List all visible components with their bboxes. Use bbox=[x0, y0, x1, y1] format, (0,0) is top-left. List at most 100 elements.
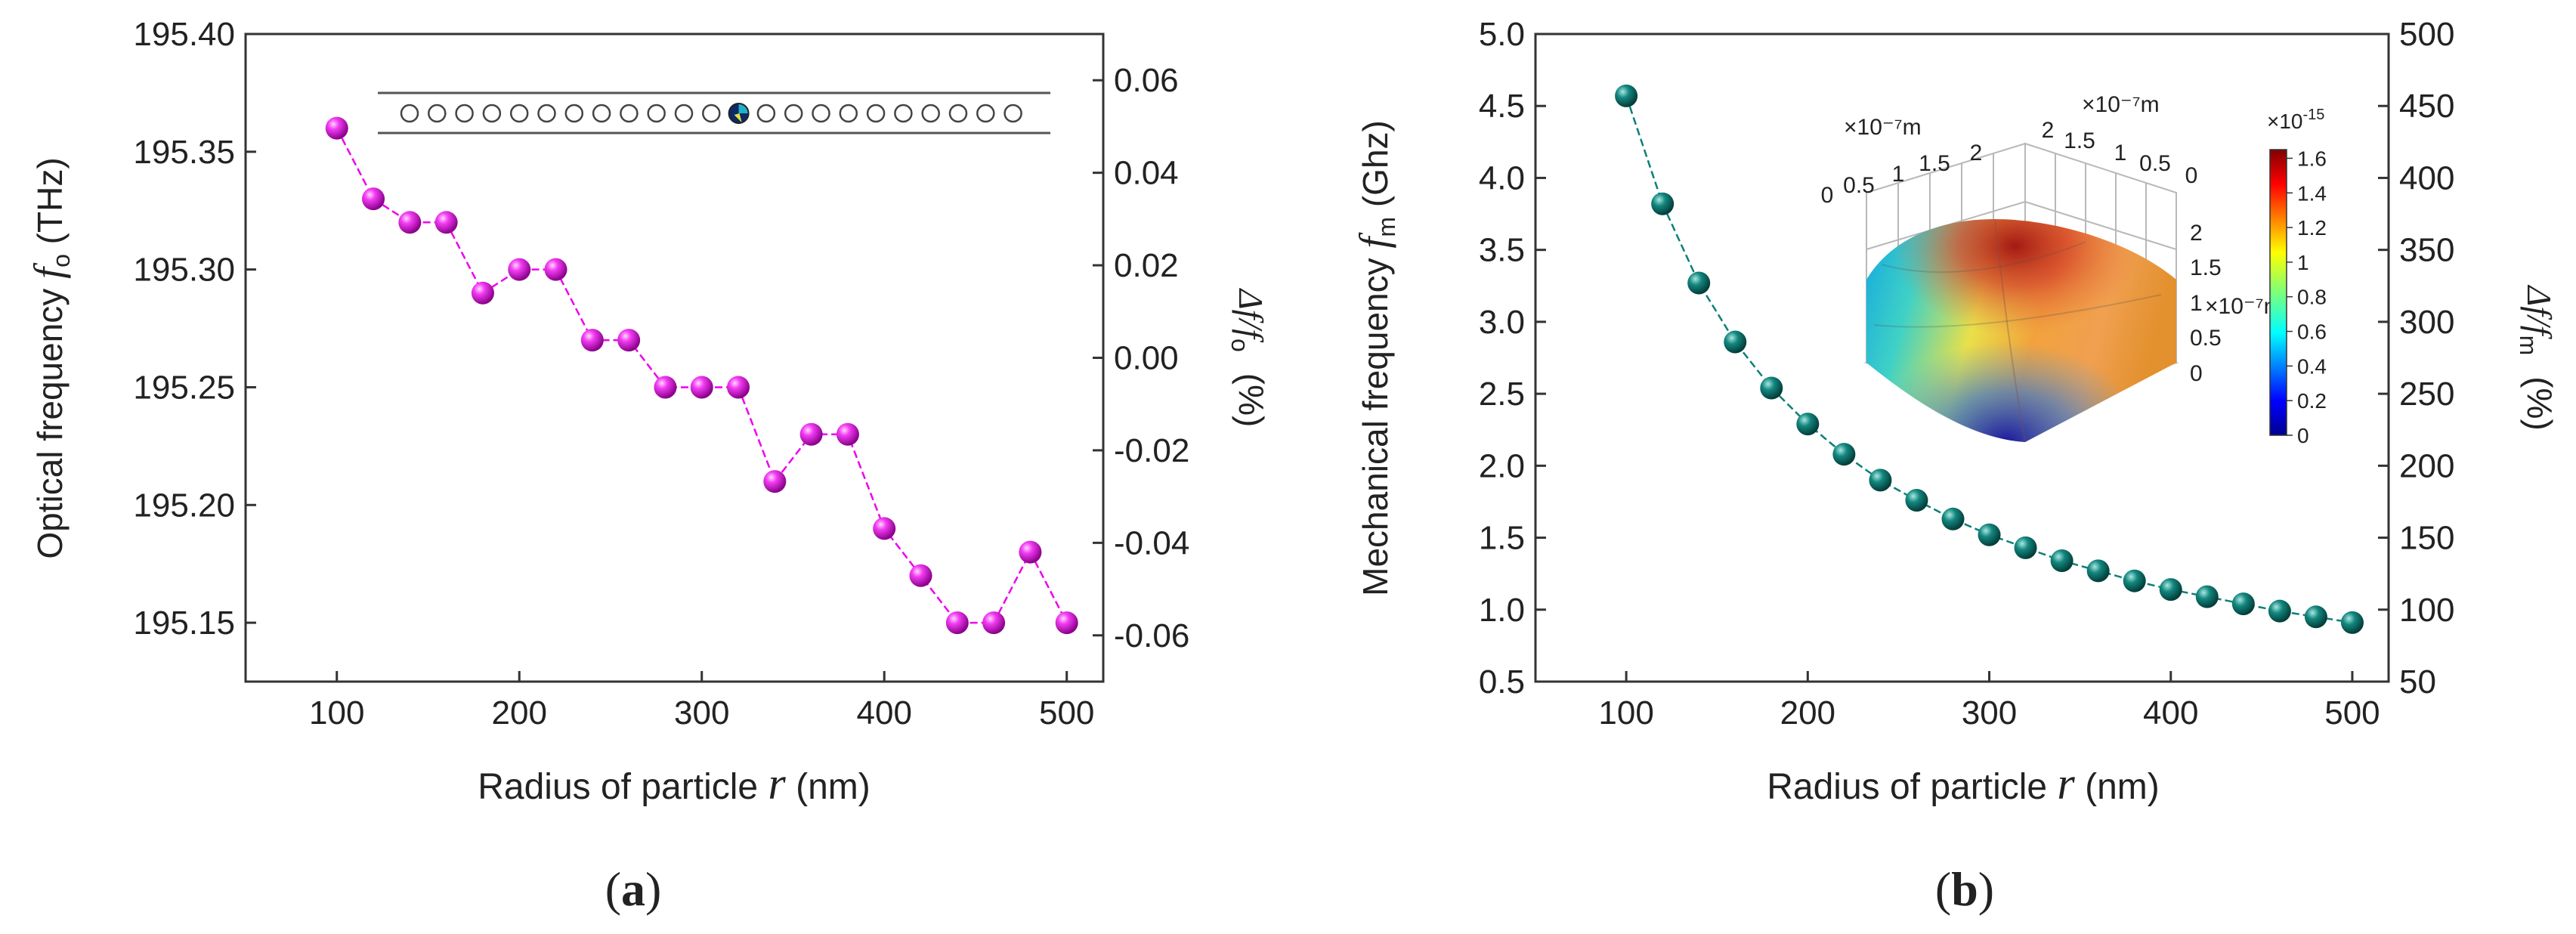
data-point bbox=[1055, 611, 1078, 635]
data-point bbox=[2304, 605, 2327, 629]
waveguide-hole bbox=[537, 104, 556, 123]
y2-tick-label: 500 bbox=[2399, 16, 2454, 53]
waveguide-hole bbox=[866, 104, 886, 123]
y-tick-label: 195.40 bbox=[133, 16, 235, 53]
waveguide-hole bbox=[428, 104, 447, 123]
colorbar-tick-label: 1.6 bbox=[2297, 147, 2327, 170]
waveguide-hole bbox=[564, 104, 584, 123]
data-point bbox=[544, 258, 567, 281]
y-ticks: 0.5 1.0 1.5 2.0 2.5 3.0 3.5 4.0 4.5 5.0 bbox=[1479, 16, 1546, 700]
colorbar-tick-label: 0.2 bbox=[2297, 389, 2327, 413]
y-tick-label: 2.0 bbox=[1479, 447, 1525, 484]
plot-frame bbox=[244, 32, 1105, 683]
x-tick-label: 200 bbox=[1780, 694, 1835, 731]
inset-vertical-tick: 0.5 bbox=[2190, 326, 2222, 351]
x-tick-label: 100 bbox=[1598, 694, 1653, 731]
data-point bbox=[434, 211, 458, 234]
waveguide-hole bbox=[839, 104, 858, 123]
data-points bbox=[1615, 84, 2364, 634]
x-tick-label: 400 bbox=[857, 694, 912, 731]
y2-tick-label: 0.02 bbox=[1114, 247, 1179, 284]
panel-label: (a) bbox=[605, 862, 662, 916]
inset-vertical-tick: 1.5 bbox=[2190, 255, 2222, 280]
inset-vertical-ticks: 2 1.5 1 0.5 0 bbox=[2190, 221, 2222, 386]
waveguide-hole bbox=[948, 104, 968, 123]
y2-ticks: 50 100 150 200 250 300 350 400 450 500 bbox=[2378, 16, 2454, 700]
waveguide-hole bbox=[455, 104, 474, 123]
data-point bbox=[2340, 611, 2364, 634]
x-axis-label: Radius of particle r (nm) bbox=[478, 759, 871, 809]
y-tick-label: 1.0 bbox=[1479, 592, 1525, 629]
data-point bbox=[1651, 192, 1675, 215]
data-point bbox=[2123, 569, 2146, 592]
inset-vertical-tick: 2 bbox=[2190, 221, 2203, 246]
y-tick-label: 2.5 bbox=[1479, 376, 1525, 413]
data-point bbox=[362, 187, 385, 211]
waveguide-hole bbox=[592, 104, 611, 123]
data-point bbox=[2231, 592, 2255, 616]
y-tick-label: 1.5 bbox=[1479, 520, 1525, 557]
colorbar-tick-label: 0.6 bbox=[2297, 320, 2327, 344]
colorbar-tick-label: 0 bbox=[2297, 424, 2309, 447]
particle-field-highlight bbox=[738, 104, 748, 113]
y2-tick-label: 250 bbox=[2399, 376, 2454, 413]
x-ticks: 100 200 300 400 500 bbox=[1598, 671, 2380, 731]
data-point bbox=[982, 611, 1006, 635]
inset-right-tick: 2 bbox=[2042, 118, 2055, 143]
waveguide-hole bbox=[894, 104, 913, 123]
series-line bbox=[336, 128, 1068, 624]
data-point bbox=[763, 470, 787, 493]
inset-right-tick: 1 bbox=[2114, 141, 2127, 165]
y2-tick-label: 0.04 bbox=[1114, 155, 1179, 192]
waveguide-hole bbox=[482, 104, 502, 123]
y-tick-label: 5.0 bbox=[1479, 16, 1525, 53]
waveguide-hole bbox=[976, 104, 995, 123]
y2-tick-label: 350 bbox=[2399, 232, 2454, 269]
plot-frame bbox=[1534, 32, 2390, 683]
inset-left-tick: 2 bbox=[1970, 141, 1983, 165]
y2-tick-label: 200 bbox=[2399, 447, 2454, 484]
waveguide-hole bbox=[812, 104, 830, 123]
inset-left-tick: 0 bbox=[1821, 183, 1834, 208]
data-point bbox=[2268, 599, 2291, 623]
y-tick-label: 195.20 bbox=[133, 487, 235, 524]
waveguide-hole bbox=[647, 104, 666, 123]
inset-vertical-tick: 1 bbox=[2190, 291, 2203, 316]
data-point bbox=[471, 281, 494, 305]
waveguide-hole bbox=[1003, 104, 1022, 123]
y-tick-label: 195.30 bbox=[133, 252, 235, 289]
x-tick-label: 100 bbox=[309, 694, 364, 731]
inset-right-ticks: 2 1.5 1 0.5 0 bbox=[2042, 118, 2198, 188]
data-point bbox=[654, 376, 677, 399]
y-tick-label: 195.35 bbox=[133, 134, 235, 171]
data-point bbox=[580, 329, 604, 352]
data-point bbox=[2086, 559, 2110, 583]
data-point bbox=[1615, 84, 1638, 107]
x-ticks: 100 200 300 400 500 bbox=[309, 671, 1094, 731]
y-tick-label: 0.5 bbox=[1479, 663, 1525, 700]
data-point bbox=[690, 376, 713, 399]
data-point bbox=[398, 211, 422, 234]
particle-field-highlight bbox=[734, 113, 742, 122]
x-tick-label: 400 bbox=[2143, 694, 2198, 731]
data-point bbox=[836, 422, 859, 446]
y2-tick-label: 150 bbox=[2399, 520, 2454, 557]
data-point bbox=[873, 517, 896, 540]
inset-right-tick: 1.5 bbox=[2064, 128, 2095, 153]
inset-left-tick: 1.5 bbox=[1919, 151, 1950, 176]
y2-tick-label: -0.04 bbox=[1114, 524, 1189, 561]
waveguide-hole bbox=[674, 104, 694, 123]
y-tick-label: 195.25 bbox=[133, 369, 235, 406]
inset-vertical-tick: 0 bbox=[2190, 361, 2203, 386]
waveguide-inset bbox=[378, 91, 1050, 135]
data-point bbox=[2014, 536, 2037, 559]
inset-left-ticks: 0 0.5 1 1.5 2 bbox=[1821, 141, 1983, 208]
x-tick-label: 300 bbox=[1962, 694, 2017, 731]
data-point bbox=[2195, 585, 2219, 608]
colorbar-tick-label: 1.2 bbox=[2297, 216, 2327, 240]
data-point bbox=[799, 422, 823, 446]
inset-left-axis-exponent: ×10⁻⁷m bbox=[1844, 115, 1922, 140]
inset-right-tick: 0.5 bbox=[2139, 151, 2171, 176]
waveguide-hole bbox=[756, 104, 776, 123]
y2-tick-label: -0.02 bbox=[1114, 432, 1189, 469]
